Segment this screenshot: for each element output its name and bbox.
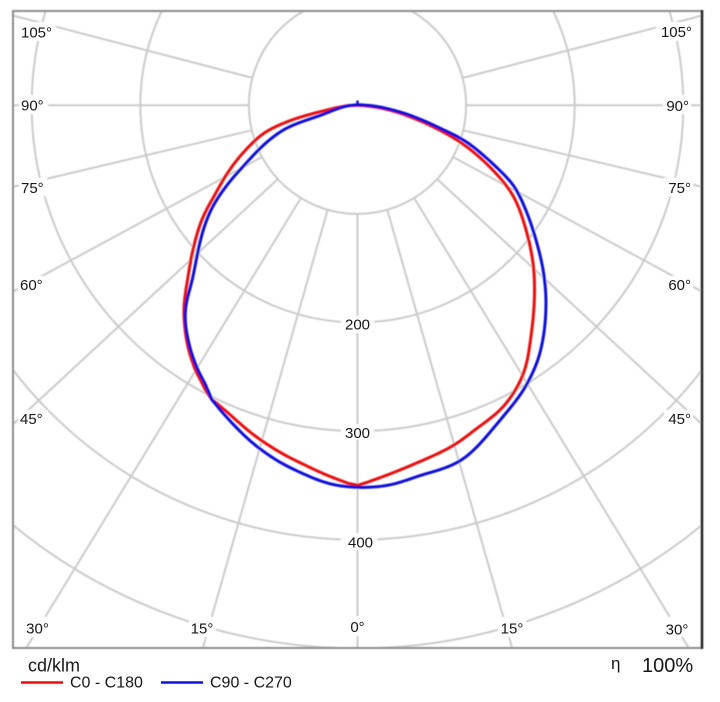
svg-text:30°: 30° (666, 622, 689, 639)
svg-text:200: 200 (345, 317, 370, 334)
svg-text:75°: 75° (668, 180, 691, 197)
svg-text:105°: 105° (661, 24, 692, 41)
svg-text:0°: 0° (350, 619, 364, 636)
svg-text:15°: 15° (501, 621, 524, 638)
svg-text:75°: 75° (21, 180, 44, 197)
svg-text:15°: 15° (191, 621, 214, 638)
svg-text:400: 400 (348, 535, 373, 552)
svg-text:90°: 90° (666, 98, 689, 115)
svg-text:100%: 100% (642, 655, 693, 677)
svg-text:η: η (611, 654, 620, 673)
svg-text:C90 - C270: C90 - C270 (210, 675, 292, 692)
svg-text:45°: 45° (20, 411, 43, 428)
svg-text:105°: 105° (21, 25, 52, 42)
svg-text:90°: 90° (21, 98, 44, 115)
svg-text:45°: 45° (668, 411, 691, 428)
svg-text:C0 - C180: C0 - C180 (70, 675, 143, 692)
svg-text:30°: 30° (26, 621, 49, 638)
svg-text:cd/klm: cd/klm (28, 656, 80, 676)
svg-text:60°: 60° (668, 277, 691, 294)
svg-text:60°: 60° (20, 277, 43, 294)
svg-text:300: 300 (345, 425, 370, 442)
